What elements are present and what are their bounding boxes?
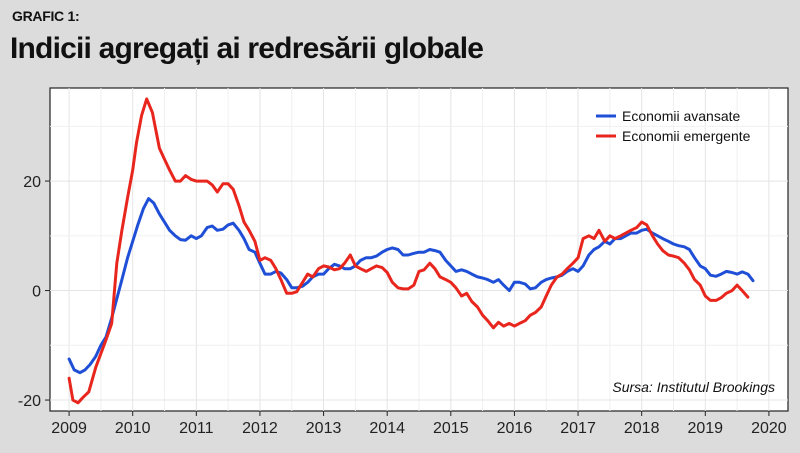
chart-header: GRAFIC 1: Indicii agregați ai redresării…: [0, 0, 800, 86]
x-tick-label: 2010: [115, 420, 151, 437]
x-tick-label: 2015: [433, 420, 469, 437]
chart-area: 2009 2010 2011 2012 2013 2014 2015 2016 2017 2018…: [0, 86, 800, 453]
legend: Economii avansate Economii emergente: [596, 108, 751, 144]
y-tick-label: 20: [23, 174, 41, 191]
chart-title: Indicii agregați ai redresării globale: [10, 32, 484, 65]
x-tick-label: 2020: [751, 420, 787, 437]
x-tick-label: 2014: [369, 420, 405, 437]
axis-ticks: 2009 2010 2011 2012 2013 2014 2015 2016 2017 2018…: [18, 174, 787, 437]
x-tick-label: 2017: [560, 420, 596, 437]
line-chart: 2009 2010 2011 2012 2013 2014 2015 2016 2017 2018…: [18, 87, 789, 437]
gridlines: [50, 88, 788, 411]
series-lines: [67, 97, 755, 405]
legend-label: Economii emergente: [622, 128, 751, 144]
x-tick-label: 2013: [306, 420, 342, 437]
legend-label: Economii avansate: [622, 108, 741, 124]
x-tick-label: 2012: [242, 420, 278, 437]
y-tick-label: 0: [32, 284, 41, 301]
series-line-economii-avansate: [67, 197, 755, 375]
x-tick-label: 2018: [624, 420, 660, 437]
source-note: Sursa: Institutul Brookings: [612, 379, 775, 395]
x-tick-label: 2011: [179, 420, 214, 437]
x-tick-label: 2016: [497, 420, 533, 437]
x-tick-label: 2009: [51, 420, 87, 437]
series-line-economii-emergente: [67, 97, 750, 405]
x-tick-label: 2019: [687, 420, 723, 437]
y-tick-label: -20: [18, 393, 41, 410]
figure-kicker: GRAFIC 1:: [12, 8, 80, 24]
